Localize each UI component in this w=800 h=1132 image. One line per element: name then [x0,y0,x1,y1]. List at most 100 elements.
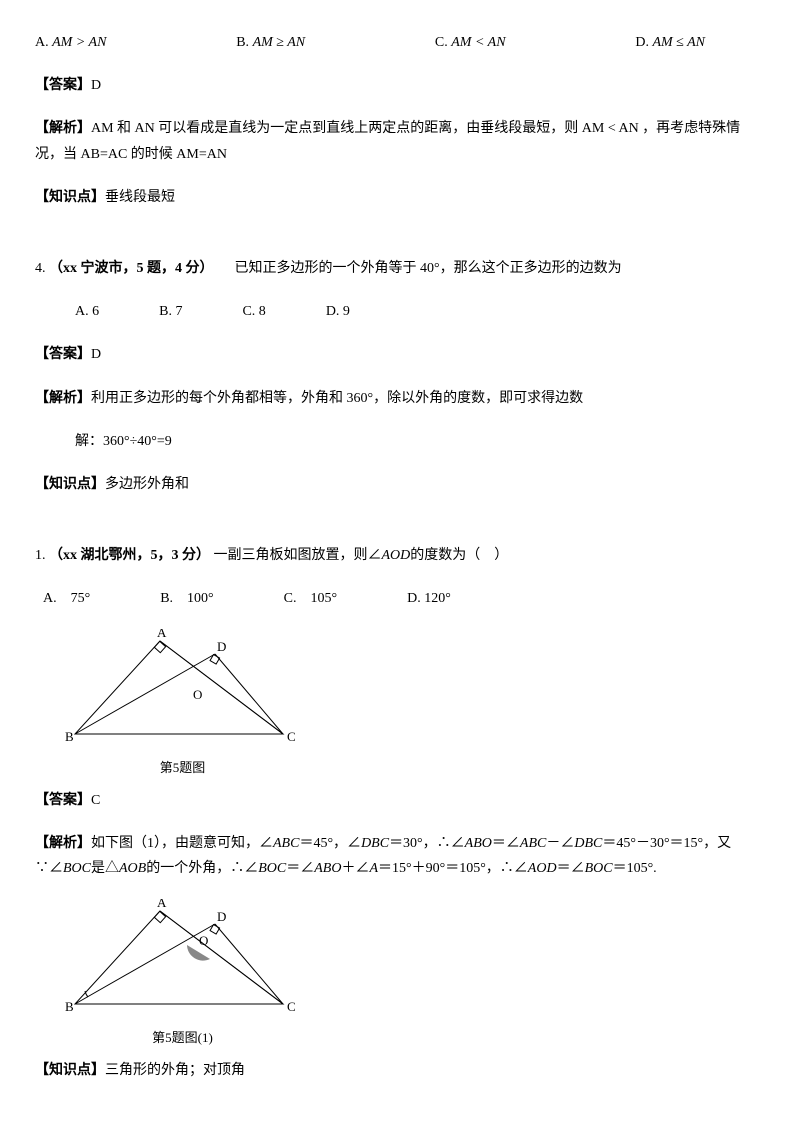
knowledge-label: 【知识点】 [35,190,105,205]
is-ext: 是△ [91,861,119,876]
opt-d-text: AM ≤ AN [652,35,705,50]
aod: AOD [528,861,557,876]
ext-of: 的一个外角，∴∠ [146,861,258,876]
q1-text-b: 的度数为（ ） [410,548,508,563]
abc: ABC [273,836,299,851]
q4-opt-a: A. 6 [75,299,99,324]
boc2: BOC [258,861,286,876]
q1-source: （xx 湖北鄂州，5，3 分） [49,548,210,563]
q-top-knowledge: 【知识点】垂线段最短 [35,185,765,210]
knowledge-label: 【知识点】 [35,477,105,492]
boc3: BOC [585,861,613,876]
aob: AOB [119,861,146,876]
label-a: A [157,629,167,640]
q-top-answer: 【答案】D [35,73,765,98]
a: A [369,861,378,876]
analysis-label: 【解析】 [35,121,91,136]
eq30: ＝30°，∴∠ [389,836,465,851]
knowledge-label: 【知识点】 [35,1063,105,1078]
q4-opt-c: C. 8 [242,299,265,324]
label-o: O [193,687,202,702]
opt-c: C. AM < AN [435,30,506,55]
figure-2: A B C D O 第5题图(1) [65,899,765,1049]
answer-label: 【答案】 [35,793,91,808]
label-a: A [157,899,167,910]
opt-c-letter: C. [435,35,448,50]
label-b: B [65,999,74,1014]
label-d: D [217,639,226,654]
eq-boc: ＝∠ [286,861,314,876]
dbc: DBC [361,836,389,851]
answer-value: D [91,78,101,93]
q1-text-a: 一副三角板如图放置，则∠ [214,548,382,563]
q4-opt-b: B. 7 [159,299,182,324]
t1: 如下图（1），由题意可知，∠ [91,836,273,851]
figure-1: A B C D O 第5题图 [65,629,765,779]
knowledge-text: 垂线段最短 [105,190,175,205]
opt-a-text: AM > AN [52,35,106,50]
eq-abo: ＝∠ [492,836,520,851]
q1-num: 1. [35,548,46,563]
q1-options: A. 75° B. 100° C. 105° D. 120° [35,586,765,611]
label-c: C [287,999,296,1014]
plus: ＋∠ [341,861,369,876]
abo: ABO [465,836,492,851]
opt-d-letter: D. [635,35,649,50]
eq45: ＝45°，∠ [299,836,361,851]
q1-opt-b: B. 100° [160,586,213,611]
opt-a: A. AM > AN [35,30,106,55]
q4-text: 已知正多边形的一个外角等于 40°，那么这个正多边形的边数为 [235,261,622,276]
analysis-text: AM 和 AN 可以看成是直线为一定点到直线上两定点的距离，由垂线段最短，则 A… [35,121,740,161]
triangle-diagram-1: A B C D O [65,629,300,754]
q1-analysis: 【解析】如下图（1），由题意可知，∠ABC＝45°，∠DBC＝30°，∴∠ABO… [35,831,765,881]
q4-answer: 【答案】D [35,342,765,367]
q4-stem: 4. （xx 宁波市，5 题，4 分） 已知正多边形的一个外角等于 40°，那么… [35,256,765,281]
q4-opt-d: D. 9 [326,299,350,324]
opt-a-letter: A. [35,35,49,50]
boc: BOC [63,861,91,876]
abo2: ABO [314,861,341,876]
analysis-label: 【解析】 [35,836,91,851]
q4-num: 4. [35,261,46,276]
knowledge-text: 多边形外角和 [105,477,189,492]
opt-c-text: AM < AN [451,35,505,50]
answer-label: 【答案】 [35,78,91,93]
analysis-text: 利用正多边形的每个外角都相等，外角和 360°，除以外角的度数，即可求得边数 [91,391,583,406]
final: ＝105°. [613,861,657,876]
dbc2: DBC [574,836,602,851]
minus: －∠ [546,836,574,851]
figure-2-caption: 第5题图(1) [65,1026,300,1049]
knowledge-text: 三角形的外角；对顶角 [105,1063,245,1078]
answer-label: 【答案】 [35,347,91,362]
label-o: O [199,933,208,948]
triangle-diagram-2: A B C D O [65,899,300,1024]
q1-aod: AOD [382,548,411,563]
opt-b: B. AM ≥ AN [236,30,305,55]
q4-analysis: 【解析】利用正多边形的每个外角都相等，外角和 360°，除以外角的度数，即可求得… [35,386,765,411]
q1-answer: 【答案】C [35,788,765,813]
label-c: C [287,729,296,744]
abc2: ABC [520,836,546,851]
q4-knowledge: 【知识点】多边形外角和 [35,472,765,497]
res105: ＝15°＋90°＝105°，∴∠ [378,861,528,876]
opt-b-text: AM ≥ AN [253,35,306,50]
q1-knowledge: 【知识点】三角形的外角；对顶角 [35,1058,765,1083]
q1-opt-c: C. 105° [284,586,337,611]
q4-options: A. 6 B. 7 C. 8 D. 9 [35,299,765,324]
opt-d: D. AM ≤ AN [635,30,705,55]
eq-aod: ＝∠ [557,861,585,876]
q4-source: （xx 宁波市，5 题，4 分） [49,261,214,276]
answer-value: C [91,793,100,808]
label-b: B [65,729,74,744]
q1-opt-a: A. 75° [43,586,90,611]
answer-value: D [91,347,101,362]
figure-1-caption: 第5题图 [65,756,300,779]
q-top-options: A. AM > AN B. AM ≥ AN C. AM < AN D. AM ≤… [35,30,765,55]
q-top-analysis: 【解析】AM 和 AN 可以看成是直线为一定点到直线上两定点的距离，由垂线段最短… [35,116,765,166]
label-d: D [217,909,226,924]
q1-opt-d: D. 120° [407,586,451,611]
q4-solution: 解：360°÷40°=9 [35,429,765,454]
analysis-label: 【解析】 [35,391,91,406]
q1-stem: 1. （xx 湖北鄂州，5，3 分） 一副三角板如图放置，则∠AOD的度数为（ … [35,543,765,568]
opt-b-letter: B. [236,35,249,50]
